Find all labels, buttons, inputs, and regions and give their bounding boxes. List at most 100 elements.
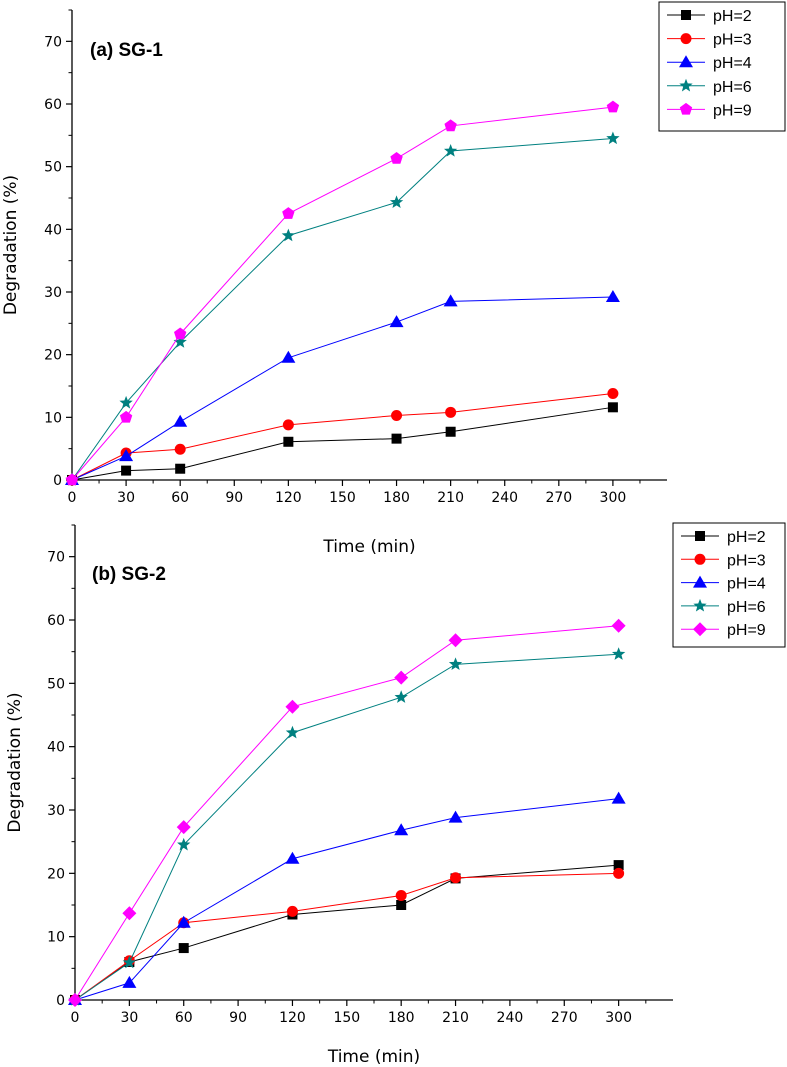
x-tick-label: 180 — [383, 490, 410, 506]
x-tick-label: 180 — [388, 1010, 415, 1026]
data-point — [122, 955, 137, 969]
chart-title: (a) SG-1 — [90, 40, 163, 61]
data-point — [611, 791, 626, 804]
legend-label: pH=9 — [727, 622, 766, 639]
data-point — [611, 618, 626, 633]
data-point — [395, 890, 407, 901]
data-point — [613, 867, 625, 879]
data-point — [391, 433, 402, 444]
data-point — [177, 837, 191, 851]
series-pH=2 — [70, 860, 624, 1005]
data-point — [391, 409, 403, 421]
chart-title: (b) SG-2 — [92, 564, 166, 585]
data-point — [119, 410, 133, 423]
legend-label: pH=4 — [713, 55, 752, 72]
y-tick-label: 30 — [47, 803, 65, 819]
legend-marker — [679, 78, 693, 92]
legend: pH=2 pH=3 pH=4 pH=6 pH=9 — [672, 522, 786, 648]
legend-label: pH=2 — [713, 8, 752, 25]
y-tick-label: 20 — [44, 348, 62, 364]
y-tick-label: 70 — [44, 34, 62, 50]
y-axis-title: Degradation (%) — [5, 692, 25, 832]
x-tick-label: 0 — [71, 1010, 80, 1026]
legend-label: pH=3 — [727, 552, 766, 569]
legend-label: pH=9 — [713, 102, 752, 119]
data-point — [178, 943, 189, 954]
series-line — [74, 864, 619, 1001]
legend-label: pH=2 — [727, 529, 766, 546]
legend-marker — [693, 598, 707, 612]
x-tick-label: 60 — [175, 1010, 193, 1026]
data-point — [394, 670, 409, 685]
series-pH=6 — [65, 131, 620, 486]
y-tick-label: 60 — [47, 613, 65, 629]
data-point — [448, 657, 463, 670]
chart-panel-a: 0 30 60 90 120 150 180 210 240 270 300 0 10 20 30 40 50 6… — [1, 1, 786, 557]
data-point — [119, 395, 133, 409]
x-tick-label: 150 — [329, 490, 356, 506]
x-tick-label: 150 — [333, 1010, 360, 1026]
data-point — [119, 449, 134, 462]
legend-marker — [680, 33, 692, 45]
data-point — [445, 406, 457, 418]
data-point — [607, 388, 619, 400]
data-point — [286, 905, 298, 917]
y-tick-label: 50 — [47, 676, 65, 692]
legend-label: pH=3 — [713, 32, 752, 49]
series-pH=6 — [68, 647, 626, 1006]
series-pH=3 — [66, 388, 619, 486]
data-point — [613, 860, 624, 871]
data-point — [122, 975, 137, 988]
legend-marker — [679, 55, 693, 68]
y-tick-label: 60 — [44, 97, 62, 113]
x-tick-label: 30 — [117, 490, 135, 506]
data-point — [282, 207, 295, 219]
data-point — [176, 915, 191, 928]
data-point — [65, 473, 79, 486]
x-axis-title: Time (min) — [327, 1047, 420, 1067]
x-tick-label: 90 — [225, 490, 243, 506]
data-point — [605, 290, 620, 303]
data-point — [285, 851, 300, 864]
data-point — [121, 465, 132, 476]
x-tick-label: 90 — [229, 1010, 247, 1026]
x-tick-label: 270 — [545, 490, 572, 506]
y-tick-label: 10 — [44, 410, 62, 426]
data-point — [450, 872, 462, 884]
legend-marker — [681, 10, 691, 20]
legend: pH=2 pH=3 pH=4 pH=6 pH=9 — [658, 1, 786, 132]
y-tick-label: 10 — [47, 930, 65, 946]
data-point — [281, 228, 296, 242]
y-tick-label: 0 — [53, 473, 62, 489]
legend-marker — [695, 531, 705, 541]
series-pH=4 — [65, 290, 620, 485]
x-tick-label: 210 — [437, 490, 464, 506]
x-tick-label: 240 — [491, 490, 518, 506]
data-point — [285, 725, 300, 739]
series-line — [74, 625, 619, 1001]
x-tick-label: 210 — [442, 1010, 469, 1026]
legend-marker — [693, 622, 707, 637]
data-point — [389, 315, 404, 328]
data-point — [174, 327, 187, 340]
data-point — [68, 993, 82, 1007]
series-line — [71, 137, 613, 481]
chart-panel-b: 0 30 60 90 120 150 180 210 240 270 300 0 10 20 30 40 50 6… — [5, 522, 786, 1067]
series-line — [74, 872, 619, 1001]
series-pH=2 — [67, 402, 618, 485]
series-pH=9 — [68, 618, 626, 1007]
data-point — [443, 144, 458, 157]
data-point — [175, 463, 186, 474]
data-point — [389, 195, 404, 209]
y-tick-label: 0 — [56, 993, 65, 1009]
data-point — [394, 690, 408, 703]
data-point — [444, 119, 457, 132]
x-tick-label: 120 — [275, 490, 302, 506]
legend-box — [672, 522, 786, 648]
legend-label: pH=4 — [727, 576, 766, 593]
data-point — [173, 414, 188, 427]
series-pH=3 — [69, 867, 625, 1006]
legend-label: pH=6 — [713, 79, 752, 96]
x-tick-label: 60 — [171, 490, 189, 506]
